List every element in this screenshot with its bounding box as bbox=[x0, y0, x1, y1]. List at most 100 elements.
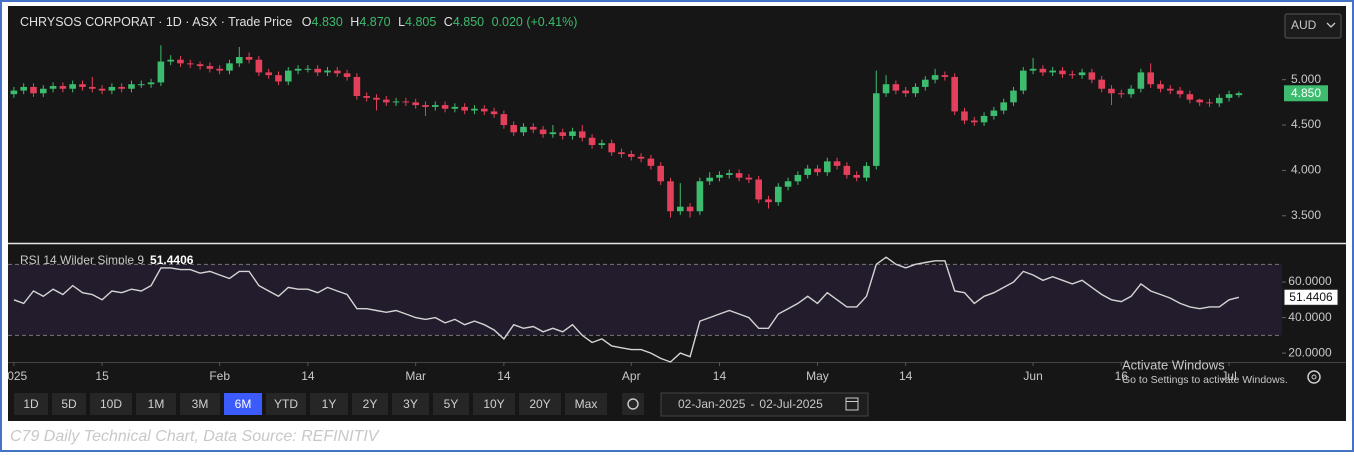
range-button-bg[interactable] bbox=[52, 393, 86, 415]
candle-body bbox=[706, 177, 713, 182]
range-button[interactable]: 5D bbox=[52, 393, 86, 415]
range-button-bg[interactable] bbox=[180, 393, 220, 415]
candle-body bbox=[363, 96, 370, 98]
candle-body bbox=[676, 206, 684, 212]
candle-body bbox=[461, 106, 468, 111]
range-button-bg[interactable] bbox=[352, 393, 388, 415]
x-tick-label: 14 bbox=[301, 369, 315, 383]
range-button-label: 1D bbox=[23, 397, 39, 411]
range-button[interactable]: 1Y bbox=[310, 393, 348, 415]
candle-body bbox=[294, 68, 302, 71]
currency-box[interactable] bbox=[1284, 13, 1342, 39]
caption: C79 Daily Technical Chart, Data Source: … bbox=[10, 428, 380, 445]
range-settings[interactable] bbox=[622, 393, 644, 415]
candle-body bbox=[431, 105, 439, 107]
candle-body bbox=[177, 59, 184, 64]
candle-body bbox=[1166, 88, 1174, 91]
x-tick-label: 15 bbox=[95, 369, 109, 383]
range-button-bg[interactable] bbox=[266, 393, 306, 415]
range-button[interactable]: 5Y bbox=[433, 393, 469, 415]
range-button-bg[interactable] bbox=[136, 393, 176, 415]
range-button[interactable]: 10Y bbox=[473, 393, 515, 415]
candle-body bbox=[422, 105, 429, 107]
candle-body bbox=[1088, 72, 1096, 80]
y-tick-label: 4.500 bbox=[1291, 117, 1321, 131]
candle-body bbox=[529, 126, 537, 130]
candle-body bbox=[108, 86, 116, 91]
candle-body bbox=[333, 70, 341, 74]
chevron bbox=[1326, 22, 1336, 28]
settings-icon[interactable] bbox=[1307, 370, 1321, 384]
currency[interactable]: AUD bbox=[1291, 18, 1317, 32]
candle-body bbox=[1137, 72, 1145, 89]
settings-button[interactable] bbox=[622, 393, 644, 415]
range-button[interactable]: 2Y bbox=[352, 393, 388, 415]
range-button-label: 5D bbox=[61, 397, 77, 411]
candle-body bbox=[353, 76, 361, 97]
x-tick-label: 2025 bbox=[1, 369, 28, 383]
range-button[interactable]: Max bbox=[565, 393, 607, 415]
candle-body bbox=[647, 158, 655, 166]
range-button[interactable]: 1M bbox=[136, 393, 176, 415]
watermark-title: Activate Windows bbox=[1122, 357, 1225, 372]
range-button-bg[interactable] bbox=[310, 393, 348, 415]
range-button-bg[interactable] bbox=[519, 393, 561, 415]
range-button-label: 10Y bbox=[483, 397, 504, 411]
candle-body bbox=[774, 186, 782, 203]
y-tick-label: 5.000 bbox=[1291, 72, 1321, 86]
last-rsi-box bbox=[1283, 288, 1339, 306]
candle-body bbox=[892, 84, 900, 91]
date-from: 02-Jan-2025 bbox=[678, 397, 746, 411]
range-button[interactable]: 6M bbox=[224, 393, 262, 415]
candle-body bbox=[902, 90, 909, 94]
candle-body bbox=[59, 86, 67, 89]
range-button-bg[interactable] bbox=[224, 393, 262, 415]
range-button-bg[interactable] bbox=[14, 393, 48, 415]
candle-body bbox=[980, 115, 988, 123]
candle-body bbox=[686, 206, 694, 212]
candle-body bbox=[794, 174, 802, 182]
date-range-text: 02-Jan-2025-02-Jul-2025 bbox=[678, 397, 823, 411]
x-tick-label: Jun bbox=[1023, 369, 1042, 383]
candle-body bbox=[745, 177, 753, 180]
gear[interactable] bbox=[1307, 370, 1321, 384]
range-button[interactable]: 3M bbox=[180, 393, 220, 415]
range-button[interactable]: 3Y bbox=[392, 393, 429, 415]
candle-body bbox=[88, 86, 96, 89]
candle-body bbox=[804, 168, 811, 175]
candle-body bbox=[1019, 70, 1027, 91]
candle-body bbox=[1039, 68, 1047, 73]
candle-body bbox=[373, 97, 380, 100]
candle-body bbox=[853, 174, 860, 178]
candle-body bbox=[1147, 72, 1154, 85]
candle-body bbox=[216, 68, 223, 71]
range-button[interactable]: 20Y bbox=[519, 393, 561, 415]
range-button-bg[interactable] bbox=[473, 393, 515, 415]
range-button[interactable]: 10D bbox=[90, 393, 132, 415]
range-button-bg[interactable] bbox=[433, 393, 469, 415]
currency-select[interactable]: AUD bbox=[1284, 13, 1342, 39]
candle-body bbox=[324, 70, 331, 73]
candle-body bbox=[451, 106, 459, 109]
range-button-bg[interactable] bbox=[392, 393, 429, 415]
range-button-bg[interactable] bbox=[565, 393, 607, 415]
candle-body bbox=[627, 154, 635, 157]
range-button-label: 20Y bbox=[529, 397, 550, 411]
date-box[interactable] bbox=[660, 392, 869, 417]
candle-body bbox=[716, 174, 723, 178]
ohlc-prefix: L bbox=[398, 15, 405, 29]
candle-body bbox=[823, 161, 831, 173]
rsi-title: RSI 14 Wilder Simple 9 51.4406 bbox=[20, 253, 194, 267]
change: 0.020 (+0.41%) bbox=[492, 15, 578, 29]
ohlc-value: 4.830 bbox=[312, 15, 343, 29]
candle-body bbox=[1000, 102, 1007, 111]
rsi-y-tick-label: 40.0000 bbox=[1288, 310, 1332, 324]
rsi-line bbox=[13, 256, 1240, 363]
candle-body bbox=[598, 143, 606, 146]
date-range[interactable]: 02-Jan-2025-02-Jul-2025 bbox=[660, 392, 869, 417]
range-button[interactable]: YTD bbox=[266, 393, 306, 415]
range-button-bg[interactable] bbox=[90, 393, 132, 415]
range-button[interactable]: 1D bbox=[14, 393, 48, 415]
candle-body bbox=[265, 72, 272, 76]
